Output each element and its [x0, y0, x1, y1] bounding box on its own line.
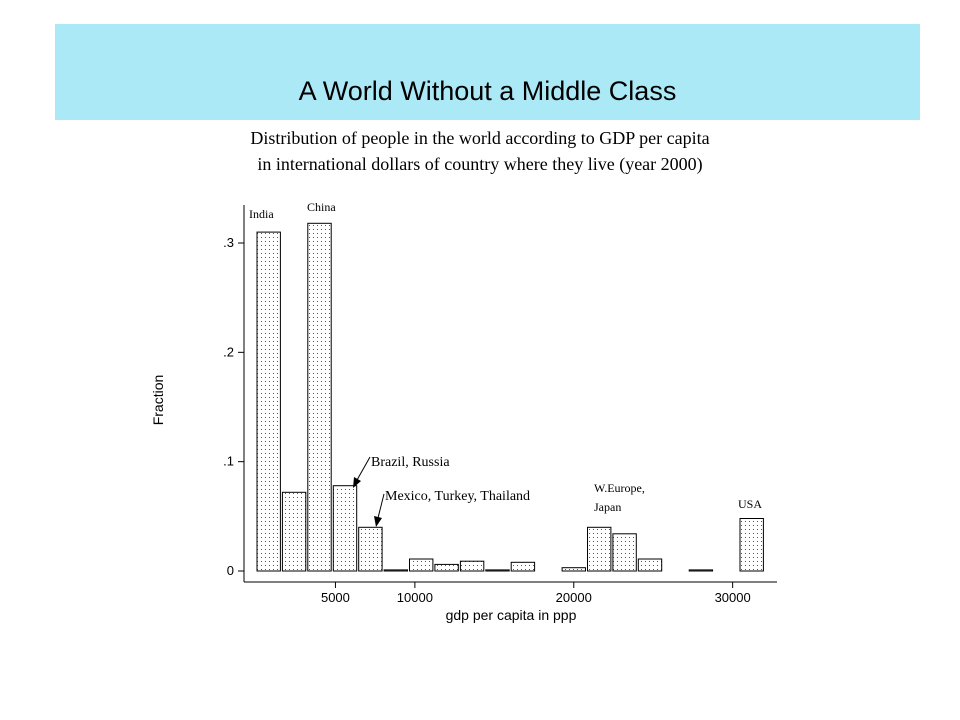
- histogram-bar: [561, 567, 586, 572]
- annotation-mexico-turkey-thailand: Mexico, Turkey, Thailand: [385, 489, 530, 504]
- chart-subtitle-line-1: Distribution of people in the world acco…: [250, 128, 710, 148]
- histogram-bar: [587, 526, 612, 572]
- x-tick-label: 20000: [556, 590, 592, 605]
- arrow-brazil-russia: [353, 456, 371, 488]
- histogram-bar: [485, 569, 510, 572]
- histogram-bar: [358, 526, 383, 572]
- histogram-bar: [409, 558, 434, 572]
- y-tick-label: .1: [223, 454, 234, 469]
- slide-title: A World Without a Middle Class: [298, 76, 677, 106]
- histogram-bar: [307, 222, 332, 572]
- bars-layer: [256, 222, 764, 572]
- chart-subtitle-line-2: in international dollars of country wher…: [257, 154, 703, 174]
- x-tick-label: 10000: [397, 590, 433, 605]
- title-banner: A World Without a Middle Class: [55, 24, 920, 120]
- histogram-bar: [256, 231, 281, 572]
- histogram-bar: [459, 560, 485, 572]
- x-axis-label: gdp per capita in ppp: [446, 607, 577, 623]
- histogram-bar: [383, 569, 409, 572]
- annotation-india: India: [249, 207, 274, 221]
- annotation-usa: USA: [738, 497, 762, 511]
- annotation-china: China: [307, 200, 336, 214]
- x-tick-label: 5000: [321, 590, 350, 605]
- histogram-bar: [739, 518, 764, 572]
- arrow-mexico-turkey-thailand: [374, 493, 385, 527]
- y-tick-label: .2: [223, 344, 234, 359]
- axes-layer: 0 .1 .2 .3 5000 10000 20000 30000: [223, 205, 777, 605]
- annotation-brazil-russia: Brazil, Russia: [371, 455, 450, 470]
- annotation-japan: Japan: [594, 500, 621, 514]
- annotation-weurope: W.Europe,: [594, 481, 645, 495]
- histogram-bar: [281, 491, 307, 572]
- y-axis-label: Fraction: [150, 375, 166, 426]
- histogram-bar: [688, 569, 714, 572]
- y-tick-label: 0: [227, 563, 234, 578]
- x-tick-label: 30000: [715, 590, 751, 605]
- histogram-bar: [637, 558, 663, 572]
- histogram-bar: [612, 533, 637, 572]
- histogram-bar: [434, 563, 459, 572]
- histogram-bar: [332, 485, 358, 572]
- y-tick-label: .3: [223, 235, 234, 250]
- histogram-bar: [510, 561, 536, 572]
